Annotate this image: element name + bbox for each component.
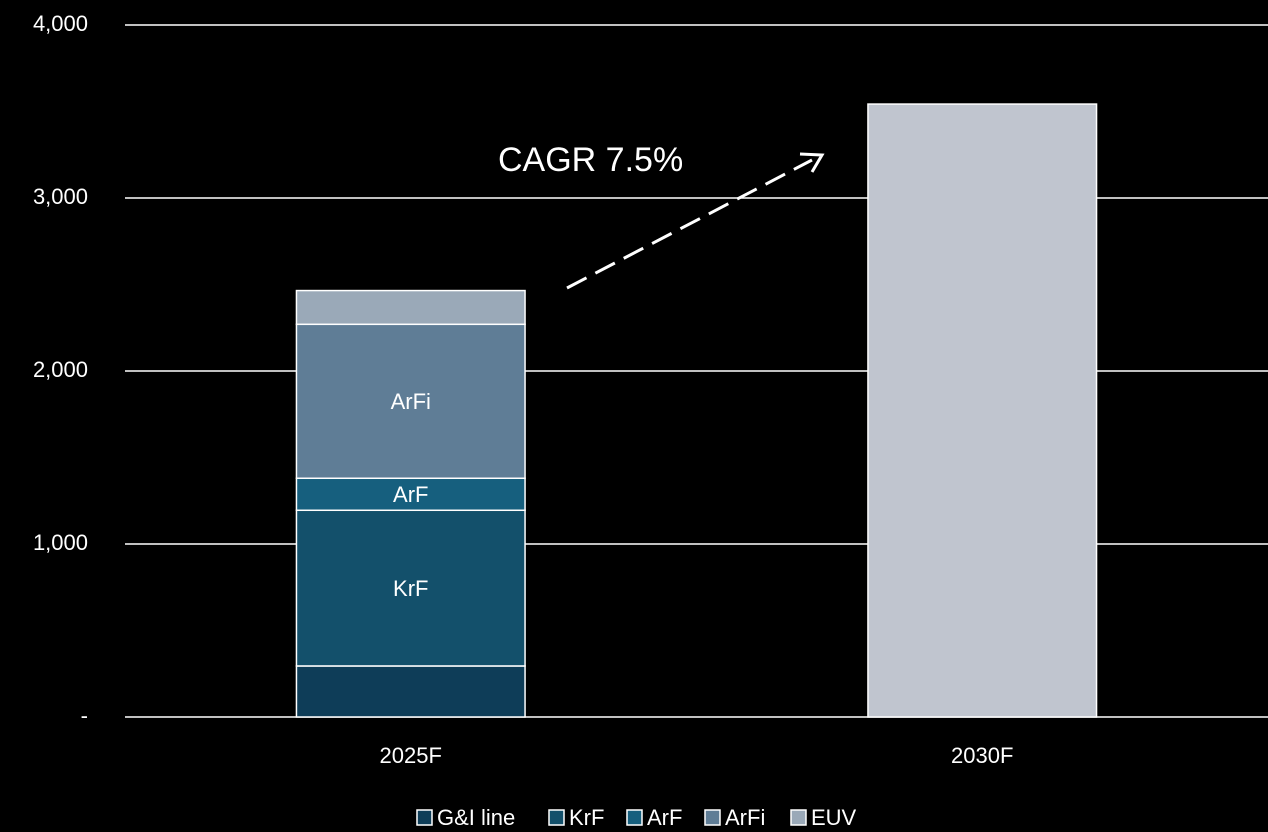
legend-label: ArF xyxy=(647,805,682,830)
cagr-arrow xyxy=(566,158,813,290)
segment-label: ArF xyxy=(393,482,428,507)
legend-marker xyxy=(548,809,565,826)
bar-segment xyxy=(295,509,526,667)
bar-segment xyxy=(295,323,526,480)
legend-marker xyxy=(704,809,721,826)
segment-label: KrF xyxy=(393,576,428,601)
y-tick-label: 3,000 xyxy=(33,184,88,209)
segment-label: ArFi xyxy=(391,389,431,414)
bar-segment xyxy=(867,103,1098,718)
bar-segment xyxy=(295,289,526,326)
bar-segment xyxy=(295,665,526,718)
annotation: CAGR 7.5% xyxy=(498,141,683,179)
y-tick-label: 1,000 xyxy=(33,530,88,555)
legend-marker xyxy=(790,809,807,826)
y-tick-label: 2,000 xyxy=(33,357,88,382)
x-tick-label: 2025F xyxy=(380,743,442,768)
y-tick-label: - xyxy=(81,703,88,728)
legend-label: G&I line xyxy=(437,805,515,830)
legend-label: KrF xyxy=(569,805,604,830)
legend-marker xyxy=(416,809,433,826)
cagr-arrow-head xyxy=(799,152,825,173)
y-tick-label: 4,000 xyxy=(33,11,88,36)
legend-label: ArFi xyxy=(725,805,765,830)
bar-segment xyxy=(295,477,526,512)
x-tick-label: 2030F xyxy=(951,743,1013,768)
legend-marker xyxy=(626,809,643,826)
legend-label: EUV xyxy=(811,805,857,830)
